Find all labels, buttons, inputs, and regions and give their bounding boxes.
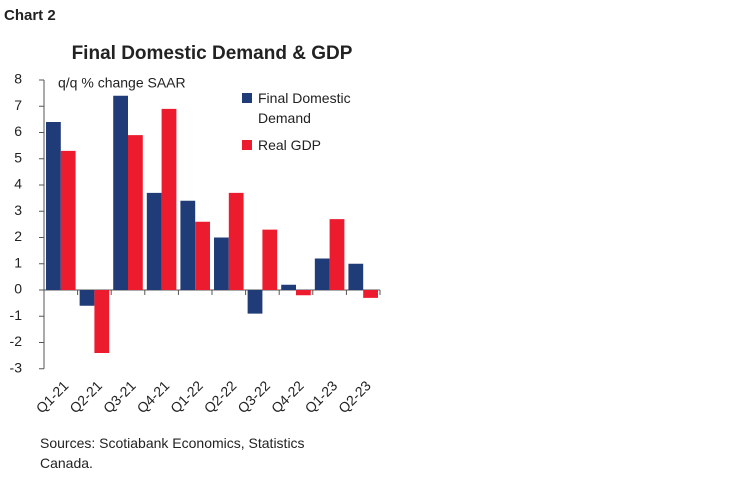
bar xyxy=(296,290,311,296)
bar xyxy=(94,290,110,353)
y-tick-label: 6 xyxy=(14,123,22,139)
bar xyxy=(79,290,95,306)
legend-label: Final Domestic Demand xyxy=(258,90,351,126)
bar xyxy=(348,263,364,290)
x-tick-label: Q1-21 xyxy=(33,377,72,416)
source: Sources: Scotiabank Economics, Statistic… xyxy=(40,435,305,471)
y-tick-label: 1 xyxy=(14,254,22,270)
bar xyxy=(247,290,263,314)
y-tick-label: -2 xyxy=(10,333,23,349)
legend-swatch xyxy=(242,140,252,150)
bar xyxy=(262,229,278,290)
bar xyxy=(128,135,143,290)
legend-swatch xyxy=(242,93,252,103)
bar xyxy=(314,258,330,290)
x-tick-label: Q1-23 xyxy=(302,377,341,416)
annotation: q/q % change SAAR xyxy=(58,75,186,91)
y-tick-label: 0 xyxy=(14,281,22,297)
y-tick-label: 7 xyxy=(14,97,22,113)
y-tick-label: 5 xyxy=(14,149,22,165)
chart-title: Final Domestic Demand & GDP xyxy=(72,43,353,64)
bar xyxy=(228,192,244,290)
y-tick-label: 2 xyxy=(14,228,22,244)
x-tick-label: Q3-22 xyxy=(234,377,273,416)
x-tick-label: Q4-21 xyxy=(134,377,173,416)
y-tick-label: 3 xyxy=(14,202,22,218)
x-tick-label: Q4-22 xyxy=(268,377,307,416)
bar xyxy=(214,237,229,290)
chart-label: Chart 2 xyxy=(4,7,56,24)
y-tick-label: -1 xyxy=(10,307,23,323)
bar xyxy=(113,95,128,290)
bar xyxy=(46,122,61,290)
bar xyxy=(329,219,345,290)
bar xyxy=(161,108,177,290)
bar xyxy=(60,150,76,290)
bar xyxy=(146,192,162,290)
bar xyxy=(281,284,296,290)
x-tick-label: Q2-22 xyxy=(201,377,240,416)
bar xyxy=(363,290,378,298)
legend-label: Real GDP xyxy=(258,137,322,153)
y-tick-label: -3 xyxy=(10,359,23,375)
x-tick-label: Q2-21 xyxy=(66,377,105,416)
x-tick-label: Q2-23 xyxy=(335,377,374,416)
x-tick-label: Q3-21 xyxy=(100,377,139,416)
bar xyxy=(195,221,210,290)
bar xyxy=(180,200,196,290)
x-tick-label: Q1-22 xyxy=(167,377,206,416)
y-tick-label: 4 xyxy=(14,176,22,192)
y-tick-label: 8 xyxy=(14,71,22,87)
